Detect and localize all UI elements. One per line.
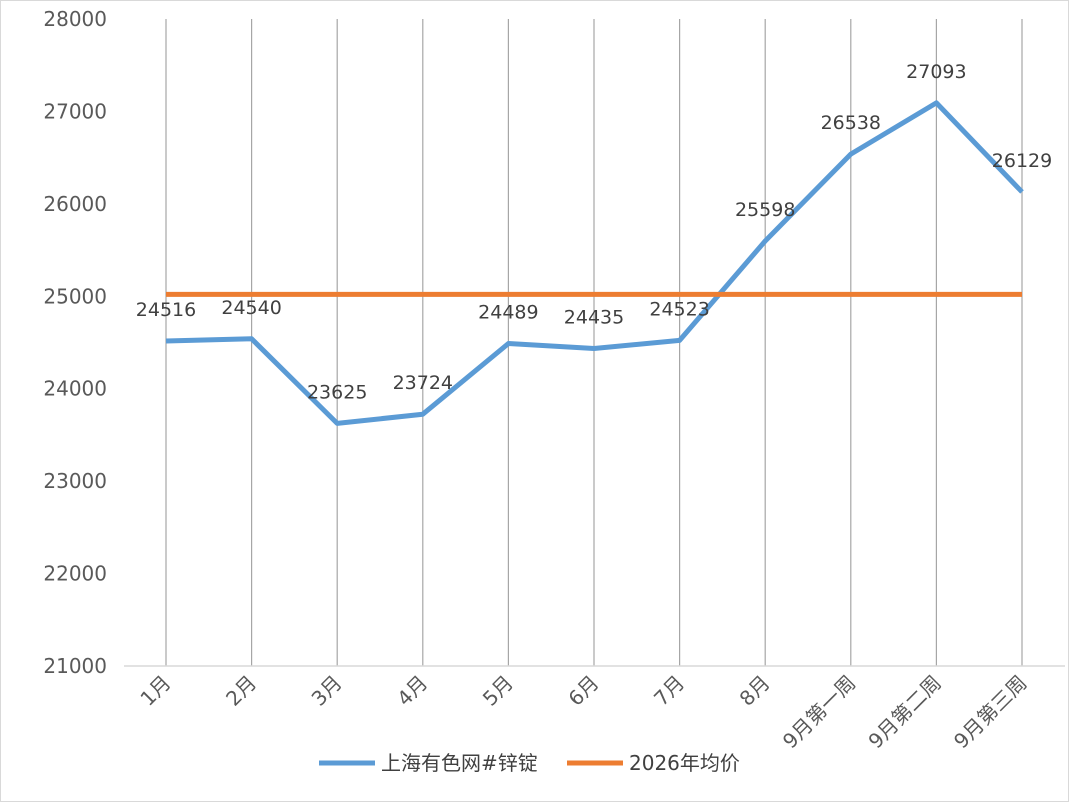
y-tick-label: 26000 (43, 192, 107, 216)
gridlines (166, 19, 1022, 666)
x-tick-label: 7月 (649, 671, 689, 711)
x-tick-label: 8月 (735, 671, 775, 711)
y-tick-label: 21000 (43, 654, 107, 678)
data-label: 24516 (136, 299, 196, 321)
data-label: 24489 (478, 302, 538, 324)
data-label: 24435 (564, 307, 624, 329)
x-tick-label: 9月第一周 (778, 671, 861, 754)
data-label: 24540 (221, 297, 281, 319)
data-label: 27093 (906, 61, 966, 83)
data-label: 25598 (735, 199, 795, 221)
legend-label: 上海有色网#锌锭 (381, 751, 538, 775)
legend-label: 2026年均价 (629, 751, 740, 775)
y-tick-label: 23000 (43, 469, 107, 493)
x-tick-label: 4月 (392, 671, 432, 711)
x-tick-label: 9月第二周 (863, 671, 946, 754)
y-tick-label: 27000 (43, 99, 107, 123)
y-tick-label: 24000 (43, 377, 107, 401)
legend: 上海有色网#锌锭 2026年均价 (319, 751, 740, 775)
x-tick-label: 6月 (563, 671, 603, 711)
data-label: 26538 (821, 112, 881, 134)
x-tick-label: 5月 (478, 671, 518, 711)
x-tick-label: 2月 (221, 671, 261, 711)
y-tick-label: 28000 (43, 7, 107, 31)
data-label: 23724 (393, 372, 453, 394)
x-tick-label: 3月 (307, 671, 347, 711)
data-label: 23625 (307, 381, 367, 403)
x-tick-label: 1月 (135, 671, 175, 711)
data-label: 24523 (649, 298, 709, 320)
y-tick-label: 25000 (43, 284, 107, 308)
data-label: 26129 (992, 150, 1052, 172)
x-tick-label: 9月第三周 (949, 671, 1032, 754)
y-tick-label: 22000 (43, 562, 107, 586)
